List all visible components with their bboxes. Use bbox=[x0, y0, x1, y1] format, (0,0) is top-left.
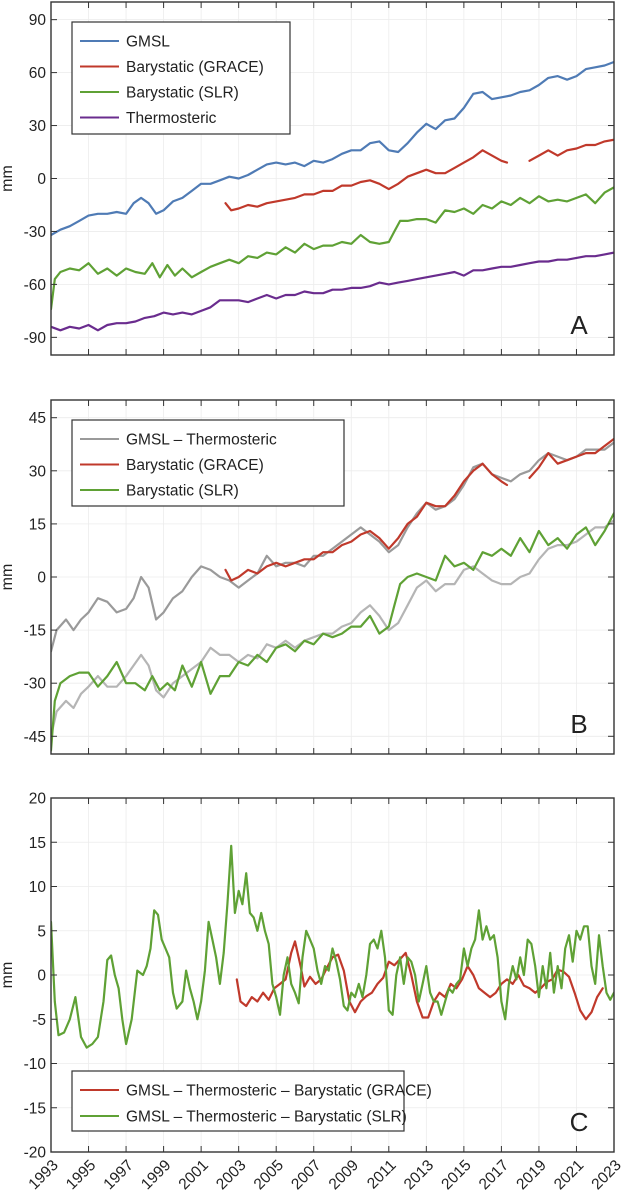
y-tick-label: -30 bbox=[24, 676, 47, 693]
y-tick-label: -90 bbox=[24, 330, 47, 347]
series-line bbox=[51, 186, 614, 311]
legend: GMSL – Thermosteric Barystatic (GRACE) Bar… bbox=[71, 419, 345, 507]
y-tick-label: 30 bbox=[29, 463, 47, 480]
x-tick-label: 2005 bbox=[251, 1157, 287, 1193]
legend-label: GMSL – Thermosteric – Barystatic (GRACE) bbox=[126, 1083, 432, 1100]
y-tick-label: 10 bbox=[29, 879, 47, 896]
legend-label: Barystatic (GRACE) bbox=[126, 59, 264, 76]
series-line bbox=[224, 462, 509, 582]
legend-label: GMSL – Thermosteric – Barystatic (SLR) bbox=[126, 1109, 407, 1126]
y-tick-label: 45 bbox=[29, 410, 46, 427]
y-tick-label: -20 bbox=[24, 1145, 47, 1162]
panel-a: -90 -60 -30 0 30 60 90 mm A GMSL Barystatic (GRACE… bbox=[0, 1, 615, 356]
series-group bbox=[51, 844, 614, 1049]
series-line bbox=[224, 149, 509, 212]
series-line bbox=[528, 437, 614, 479]
panel-label: B bbox=[570, 709, 587, 739]
x-tick-label: 2011 bbox=[364, 1157, 400, 1193]
y-tick-label: 30 bbox=[29, 118, 47, 135]
y-tick-label: -15 bbox=[24, 623, 46, 640]
y-tick-label: -60 bbox=[24, 277, 47, 294]
x-tick-label: 2021 bbox=[551, 1157, 587, 1193]
y-tick-label: 15 bbox=[29, 835, 46, 852]
panel-label: C bbox=[570, 1107, 589, 1137]
legend-label: Barystatic (SLR) bbox=[126, 85, 239, 102]
x-tick-label: 2009 bbox=[326, 1157, 362, 1193]
legend-label: Barystatic (SLR) bbox=[126, 483, 239, 500]
y-tick-label: -5 bbox=[32, 1012, 46, 1029]
x-tick-label: 2007 bbox=[288, 1157, 324, 1193]
y-axis-label: mm bbox=[0, 564, 16, 591]
y-tick-label: -30 bbox=[24, 224, 47, 241]
y-tick-label: 5 bbox=[37, 923, 46, 940]
x-tick-label: 2023 bbox=[588, 1157, 624, 1193]
y-axis-label: mm bbox=[0, 165, 16, 192]
legend-box bbox=[71, 419, 345, 507]
legend-label: Barystatic (GRACE) bbox=[126, 457, 264, 474]
legend-box bbox=[71, 1070, 405, 1132]
x-tick-label: 2013 bbox=[401, 1157, 437, 1193]
y-tick-label: 0 bbox=[37, 570, 46, 587]
series-group bbox=[51, 437, 614, 752]
y-tick-label: -45 bbox=[24, 729, 46, 746]
y-tick-label: -10 bbox=[24, 1056, 47, 1073]
legend: GMSL – Thermosteric – Barystatic (GRACE)… bbox=[71, 1070, 432, 1132]
x-tick-label: 1997 bbox=[100, 1157, 136, 1193]
y-tick-label: 90 bbox=[29, 12, 47, 29]
x-tick-label: 2001 bbox=[176, 1157, 212, 1193]
panel-b: -45 -30 -15 0 15 30 45 mm B GMSL – Thermosteric Ba… bbox=[0, 399, 615, 755]
legend: GMSL Barystatic (GRACE) Barystatic (SLR) Th… bbox=[71, 21, 291, 135]
panel-label: A bbox=[570, 310, 588, 340]
legend-label: GMSL – Thermosteric bbox=[126, 432, 277, 449]
y-tick-label: 20 bbox=[29, 791, 47, 808]
panel-c: -20 -15 -10 -5 0 5 10 15 20 mm C GMSL – Thermosteri… bbox=[0, 791, 625, 1194]
y-tick-label: 0 bbox=[37, 171, 46, 188]
x-tick-label: 2003 bbox=[213, 1157, 249, 1193]
series-line bbox=[51, 251, 614, 332]
series-group bbox=[51, 60, 614, 332]
y-tick-label: 0 bbox=[37, 968, 46, 985]
legend-label: Thermosteric bbox=[126, 110, 217, 127]
x-tick-label: 2019 bbox=[513, 1157, 549, 1193]
legend-label: GMSL bbox=[126, 34, 170, 51]
series-line bbox=[51, 512, 614, 752]
x-tick-label: 1999 bbox=[138, 1157, 174, 1193]
y-tick-label: -15 bbox=[24, 1100, 46, 1117]
series-line bbox=[51, 60, 614, 237]
y-tick-label: 15 bbox=[29, 516, 46, 533]
x-tick-label: 1993 bbox=[25, 1157, 61, 1193]
series-line bbox=[528, 138, 614, 162]
series-line bbox=[51, 844, 614, 1049]
x-tick-label: 2017 bbox=[476, 1157, 512, 1193]
series-line bbox=[51, 441, 614, 653]
x-tick-label: 1995 bbox=[63, 1157, 99, 1193]
y-tick-label: 60 bbox=[29, 65, 47, 82]
y-axis-label: mm bbox=[0, 962, 16, 989]
x-tick-label: 2015 bbox=[438, 1157, 474, 1193]
